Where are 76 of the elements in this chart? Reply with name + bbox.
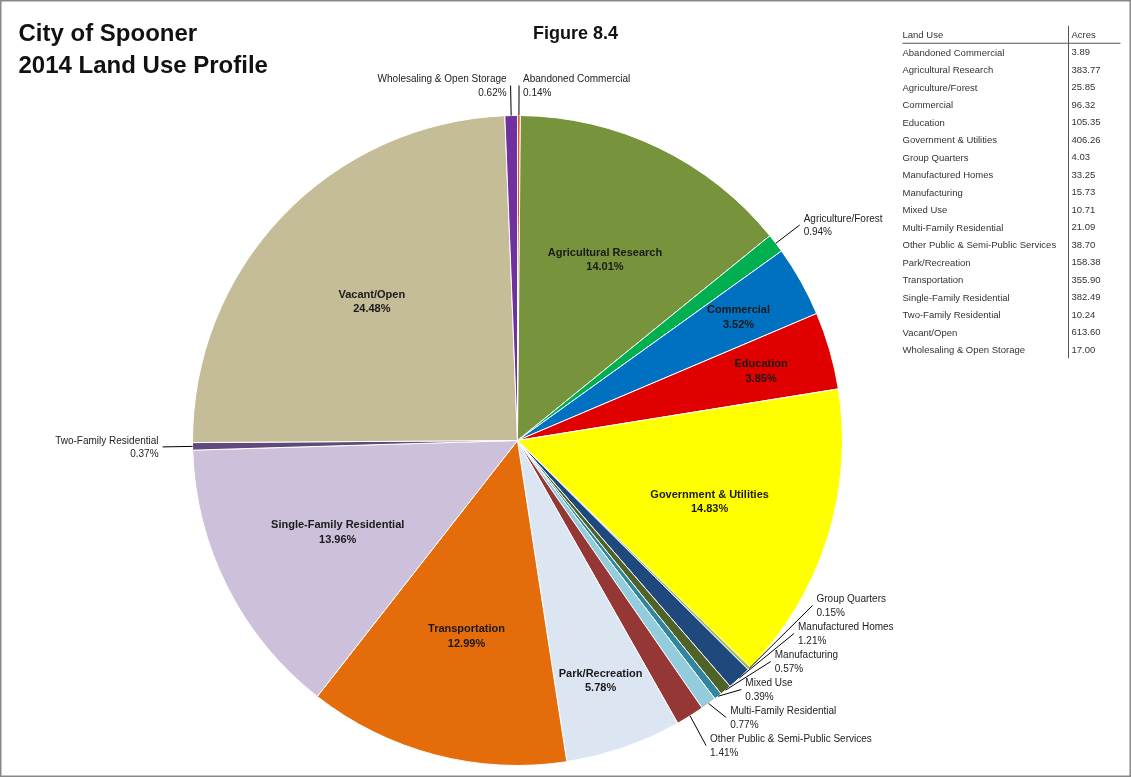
text: Manufacturing <box>902 186 963 198</box>
slice-label: Park/Recreation <box>558 666 643 679</box>
text: Multi-Family Residential <box>902 221 1004 233</box>
text: Agriculture/Forest <box>902 81 978 93</box>
slice-label: Group Quarters <box>816 593 886 605</box>
text: 105.35 <box>1071 116 1101 127</box>
slice-label: Other Public & Semi-Public Services <box>710 733 872 745</box>
text: 38.70 <box>1071 238 1096 250</box>
text: Manufactured Homes <box>902 169 994 180</box>
text: Land Use <box>902 29 944 40</box>
text: 382.49 <box>1071 291 1101 302</box>
text: 33.25 <box>1071 168 1096 180</box>
text: 10.24 <box>1071 308 1096 320</box>
data-label: 0.37% <box>130 448 159 460</box>
slice-label: Agricultural Research <box>547 245 663 258</box>
text: 3.89 <box>1071 46 1090 57</box>
chart-subtitle: Figure 8.4 <box>532 22 619 43</box>
data-label: 1.21% <box>797 634 827 646</box>
text: 10.71 <box>1071 203 1096 215</box>
text: Government & Utilities <box>902 134 998 145</box>
text: Transportation <box>902 274 964 285</box>
text: 355.90 <box>1071 273 1101 285</box>
text: Agricultural Research <box>902 64 994 75</box>
slice-label: Wholesaling & Open Storage <box>377 73 508 85</box>
slice-label: Mixed Use <box>745 677 794 689</box>
data-label: 3.52% <box>722 317 755 330</box>
data-label: 13.96% <box>319 532 357 545</box>
data-label: 0.39% <box>745 690 774 702</box>
text: Education <box>902 116 945 128</box>
text: Mixed Use <box>902 204 948 215</box>
data-label: 0.77% <box>730 718 759 730</box>
data-label: 0.62% <box>478 86 507 98</box>
data-label: 24.48% <box>353 302 391 315</box>
slice-label: Manufactured Homes <box>797 621 894 633</box>
text: 383.77 <box>1071 63 1101 75</box>
slice-label: Transportation <box>428 622 506 635</box>
slice-label: Agriculture/Forest <box>803 212 883 224</box>
slice-label: Multi-Family Residential <box>730 705 837 717</box>
text: 25.85 <box>1071 81 1096 92</box>
text: 96.32 <box>1071 98 1096 110</box>
text: 15.73 <box>1071 186 1096 197</box>
text: Group Quarters <box>902 151 969 163</box>
text: Wholesaling & Open Storage <box>902 344 1026 355</box>
slice-label: Government & Utilities <box>650 488 769 501</box>
slice-label: Two-Family Residential <box>55 434 159 446</box>
data-label: 5.78% <box>585 681 617 694</box>
data-label: 0.15% <box>816 606 845 618</box>
text: Park/Recreation <box>902 256 971 268</box>
data-label: 14.83% <box>690 502 729 515</box>
text: 21.09 <box>1071 221 1096 232</box>
data-label: 12.99% <box>447 636 486 649</box>
data-label: 14.01% <box>586 260 624 273</box>
text: 4.03 <box>1071 151 1090 162</box>
text: Commercial <box>902 99 954 110</box>
data-label: 0.14% <box>523 86 552 98</box>
text: Other Public & Semi-Public Services <box>902 239 1057 250</box>
text: 406.26 <box>1071 133 1101 145</box>
text: Two-Family Residential <box>902 309 1001 320</box>
text: Acres <box>1071 29 1097 40</box>
text: Abandoned Commercial <box>902 46 1005 58</box>
slice-label: Vacant/Open <box>338 288 406 301</box>
slice-label: Commercial <box>707 303 770 316</box>
data-label: 0.57% <box>774 662 804 674</box>
slice-label: Education <box>734 357 788 370</box>
text: Single-Family Residential <box>902 291 1010 303</box>
slice-label: Single-Family Residential <box>271 518 405 531</box>
text: 613.60 <box>1071 326 1101 337</box>
data-label: 0.94% <box>803 226 833 238</box>
chart-title: City of Spooner 2014 Land Use Profile <box>18 18 268 78</box>
slice-label: Abandoned Commercial <box>523 73 631 85</box>
text: Vacant/Open <box>902 326 958 338</box>
data-label: 1.41% <box>710 746 739 758</box>
text: 17.00 <box>1071 343 1096 355</box>
text: 158.38 <box>1071 256 1101 267</box>
slice-label: Manufacturing <box>774 649 839 661</box>
data-label: 3.85% <box>745 371 777 384</box>
